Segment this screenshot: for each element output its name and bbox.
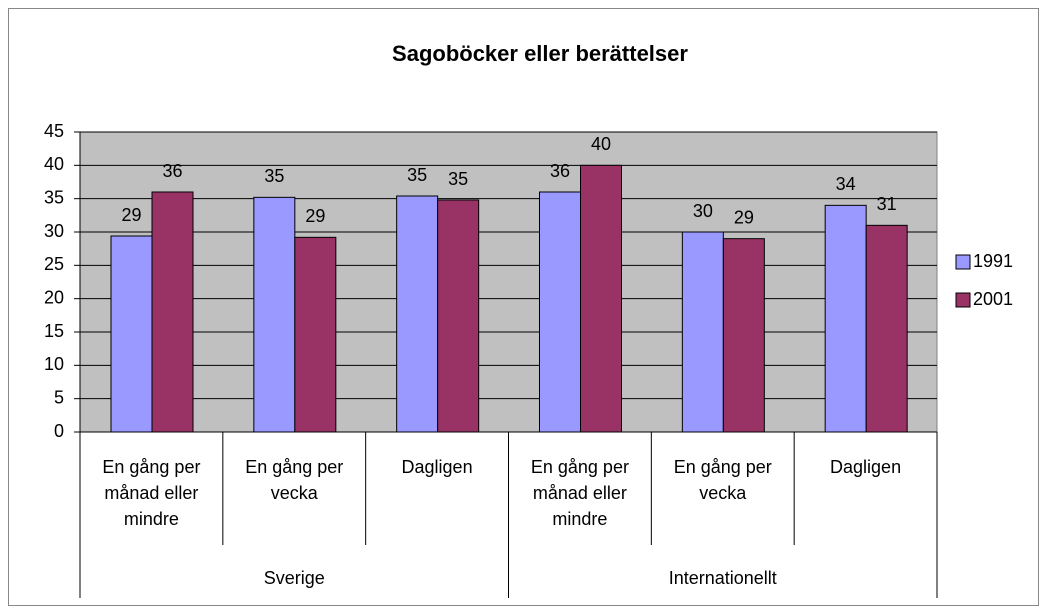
- legend-swatch: [955, 292, 971, 308]
- data-label: 35: [264, 166, 284, 186]
- data-label: 36: [162, 161, 182, 181]
- bar: [253, 196, 296, 433]
- group-label: Internationellt: [669, 568, 777, 588]
- x-tick-label: En gång per vecka: [673, 457, 772, 503]
- plot-area: [79, 131, 938, 433]
- bar: [865, 224, 908, 433]
- bar: [151, 191, 194, 433]
- data-label: 36: [550, 161, 570, 181]
- x-tick-label: Dagligen: [830, 457, 902, 477]
- data-label: 30: [693, 201, 713, 221]
- bar: [824, 204, 867, 433]
- data-label: 29: [121, 205, 141, 225]
- data-label: 29: [305, 206, 325, 226]
- y-tick-label: 20: [44, 287, 64, 307]
- y-tick-label: 5: [54, 387, 64, 407]
- data-label: 31: [877, 194, 897, 214]
- y-tick-label: 25: [44, 254, 64, 274]
- y-tick-label: 30: [44, 221, 64, 241]
- y-tick-label: 0: [54, 421, 64, 441]
- y-tick-label: 15: [44, 321, 64, 341]
- legend-swatch: [955, 254, 971, 270]
- bar: [294, 236, 337, 433]
- group-label: Sverige: [264, 568, 325, 588]
- data-label: 35: [448, 169, 468, 189]
- y-tick-label: 10: [44, 354, 64, 374]
- bar: [437, 199, 480, 433]
- x-tick-label: Dagligen: [401, 457, 473, 477]
- legend-label: 2001: [973, 289, 1013, 309]
- bar: [539, 191, 581, 433]
- x-tick-label: En gång per månad eller mindre: [102, 457, 201, 529]
- y-tick-label: 40: [44, 154, 64, 174]
- bar: [580, 164, 622, 433]
- x-tick-label: En gång per vecka: [245, 457, 344, 503]
- data-label: 34: [836, 174, 856, 194]
- bar: [722, 238, 765, 433]
- chart-title: Sagoböcker eller berättelser: [392, 41, 688, 66]
- bar: [110, 235, 153, 433]
- data-label: 35: [407, 165, 427, 185]
- bar: [396, 195, 439, 433]
- y-tick-label: 45: [44, 121, 64, 141]
- legend-label: 1991: [973, 251, 1013, 271]
- x-tick-label: En gång per månad eller mindre: [530, 457, 629, 529]
- bar: [681, 231, 724, 433]
- data-label: 40: [591, 134, 611, 154]
- y-tick-label: 35: [44, 187, 64, 207]
- data-label: 29: [734, 207, 754, 227]
